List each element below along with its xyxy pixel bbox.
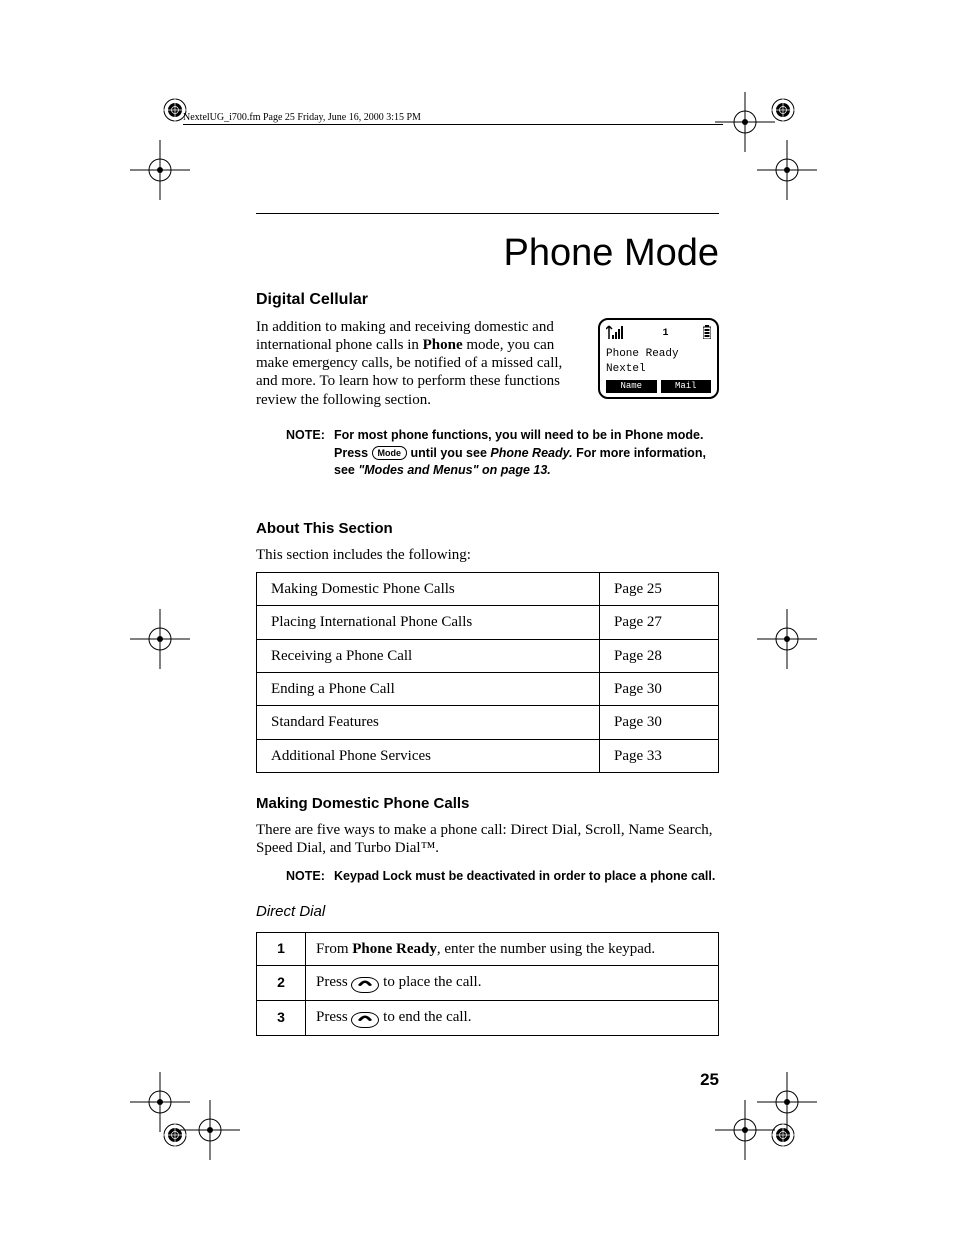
- mode-button-icon: Mode: [372, 446, 408, 460]
- toc-page: Page 30: [600, 706, 719, 739]
- toc-title: Standard Features: [257, 706, 600, 739]
- step-text: From Phone Ready, enter the number using…: [306, 932, 719, 965]
- phone-softkey-mail: Mail: [661, 380, 712, 393]
- signal-icon: [606, 325, 628, 344]
- battery-icon: [703, 325, 711, 344]
- step-number: 1: [257, 932, 306, 965]
- step-number: 3: [257, 1000, 306, 1035]
- heading-direct-dial: Direct Dial: [256, 903, 719, 921]
- steps-table: 1From Phone Ready, enter the number usin…: [256, 932, 719, 1036]
- step-row: 3Press to end the call.: [257, 1000, 719, 1035]
- note-phone-mode: NOTE: For most phone functions, you will…: [286, 427, 719, 480]
- page-title: Phone Mode: [504, 232, 720, 275]
- reg-mark-cross: [130, 140, 168, 178]
- indicator-1: 1: [662, 328, 668, 340]
- step-text: Press to place the call.: [306, 965, 719, 1000]
- toc-page: Page 28: [600, 639, 719, 672]
- toc-page: Page 33: [600, 739, 719, 772]
- reg-mark-cross: [130, 609, 168, 647]
- phone-line-carrier: Nextel: [606, 363, 711, 376]
- reg-mark-cross: [757, 140, 795, 178]
- phone-display-illustration: 1 Phone Ready Nextel Name Mail: [598, 318, 719, 400]
- heading-making-calls: Making Domestic Phone Calls: [256, 795, 719, 813]
- toc-row: Ending a Phone CallPage 30: [257, 672, 719, 705]
- note-keypad-lock: NOTE: Keypad Lock must be deactivated in…: [286, 868, 719, 886]
- toc-title: Placing International Phone Calls: [257, 606, 600, 639]
- toc-row: Receiving a Phone CallPage 28: [257, 639, 719, 672]
- page-number: 25: [700, 1070, 719, 1090]
- heading-about-section: About This Section: [256, 520, 719, 538]
- running-header: NextelUG_i700.fm Page 25 Friday, June 16…: [183, 112, 421, 123]
- toc-title: Ending a Phone Call: [257, 672, 600, 705]
- about-paragraph: This section includes the following:: [256, 546, 719, 564]
- reg-mark-cross: [715, 1100, 753, 1138]
- phone-line-ready: Phone Ready: [606, 348, 711, 361]
- toc-row: Standard FeaturesPage 30: [257, 706, 719, 739]
- toc-title: Additional Phone Services: [257, 739, 600, 772]
- reg-mark-cross: [757, 609, 795, 647]
- making-calls-paragraph: There are five ways to make a phone call…: [256, 821, 719, 858]
- step-row: 1From Phone Ready, enter the number usin…: [257, 932, 719, 965]
- step-text: Press to end the call.: [306, 1000, 719, 1035]
- toc-row: Placing International Phone CallsPage 27: [257, 606, 719, 639]
- page: NextelUG_i700.fm Page 25 Friday, June 16…: [0, 0, 954, 1235]
- intro-paragraph: In addition to making and receiving dome…: [256, 318, 586, 409]
- reg-mark-cross: [130, 1072, 168, 1110]
- step-row: 2Press to place the call.: [257, 965, 719, 1000]
- phone-key-icon: [351, 977, 379, 993]
- toc-page: Page 25: [600, 573, 719, 606]
- content-area: Digital Cellular In addition to making a…: [256, 290, 719, 1036]
- toc-page: Page 30: [600, 672, 719, 705]
- heading-digital-cellular: Digital Cellular: [256, 290, 719, 310]
- header-rule: [183, 124, 723, 125]
- toc-row: Additional Phone ServicesPage 33: [257, 739, 719, 772]
- toc-row: Making Domestic Phone CallsPage 25: [257, 573, 719, 606]
- step-number: 2: [257, 965, 306, 1000]
- reg-mark-cross: [180, 1100, 218, 1138]
- toc-title: Receiving a Phone Call: [257, 639, 600, 672]
- toc-table: Making Domestic Phone CallsPage 25Placin…: [256, 572, 719, 773]
- toc-page: Page 27: [600, 606, 719, 639]
- phone-softkey-name: Name: [606, 380, 657, 393]
- section-rule-top: [256, 213, 719, 214]
- phone-key-icon: [351, 1012, 379, 1028]
- toc-title: Making Domestic Phone Calls: [257, 573, 600, 606]
